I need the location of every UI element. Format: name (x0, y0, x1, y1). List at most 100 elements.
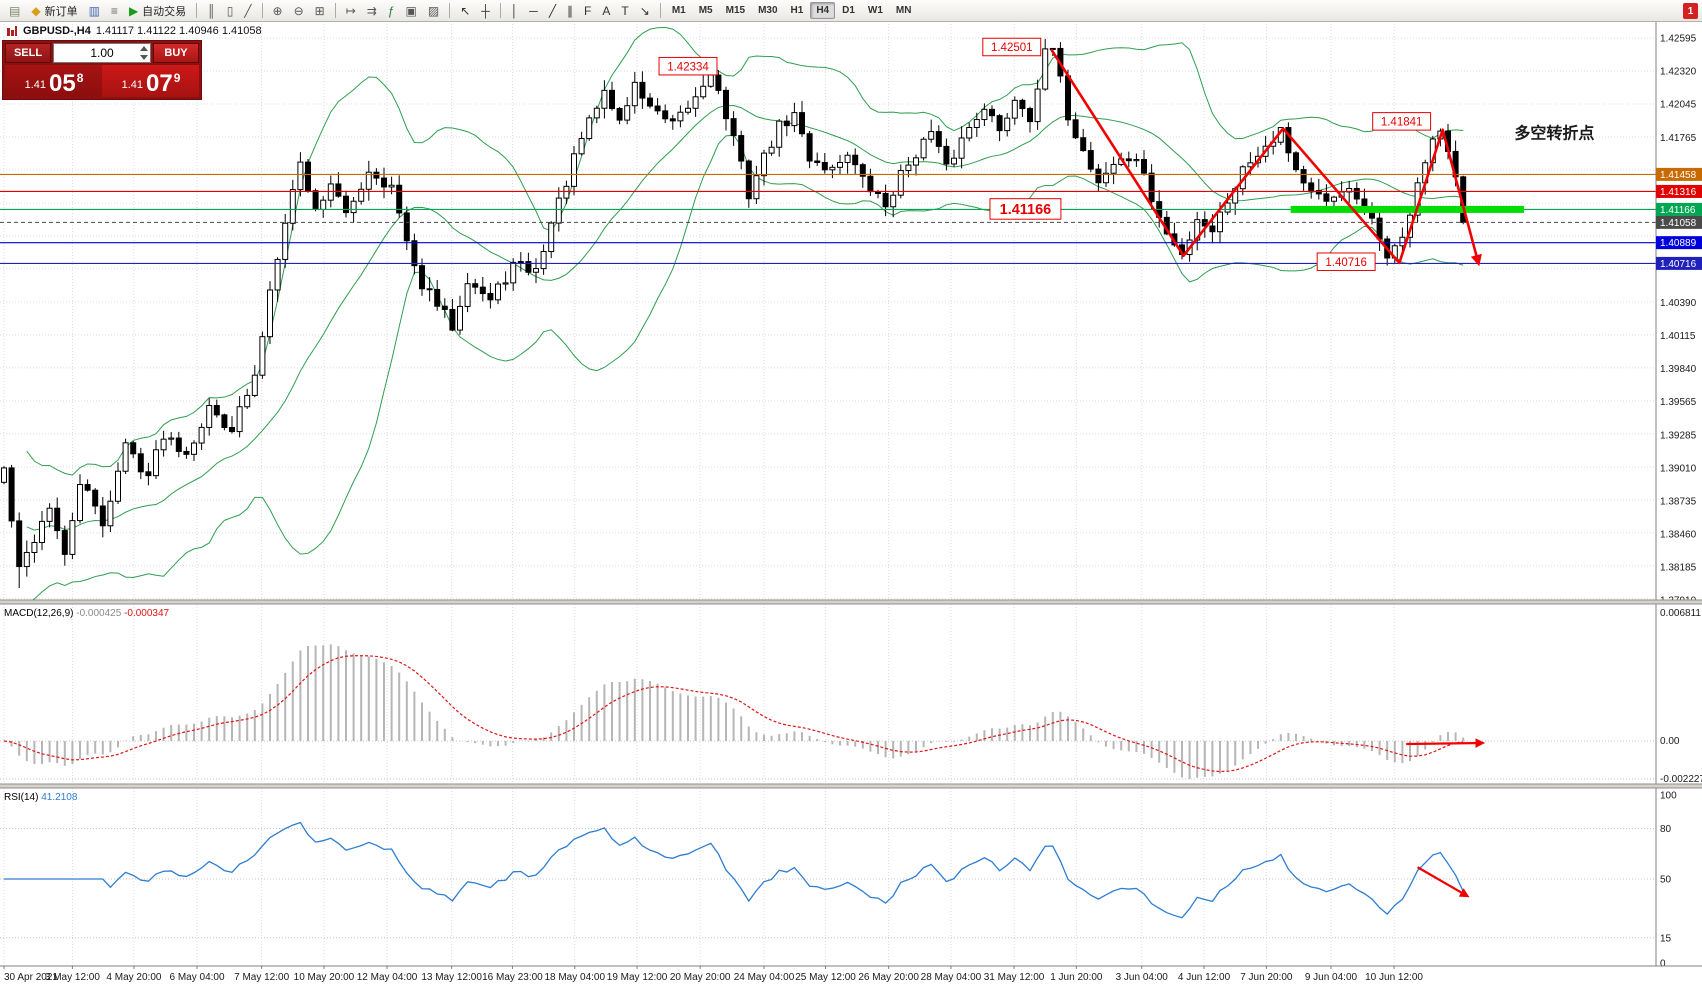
auto-scroll-icon: ↦ (345, 3, 356, 18)
text-icon[interactable]: A (597, 2, 615, 20)
timeframe-w1[interactable]: W1 (867, 5, 883, 16)
time-axis-label: 31 May 12:00 (984, 972, 1045, 983)
zoom-out-icon[interactable]: ⊖ (289, 2, 309, 20)
buy-price-button[interactable]: 1.41 07 9 (102, 65, 199, 97)
trend-zigzag-arrow[interactable] (1050, 48, 1482, 267)
volume-up-icon[interactable] (140, 46, 148, 51)
timeframe-m15[interactable]: M15 (725, 5, 746, 16)
timeframe-m1[interactable]: M1 (671, 5, 686, 16)
price-axis-label: 1.39010 (1660, 464, 1697, 475)
price-axis-label: 1.40115 (1660, 331, 1696, 342)
indicators-icon[interactable]: ƒ (383, 2, 400, 20)
market-watch-icon: ≡ (110, 3, 118, 18)
templates-icon[interactable]: ▨ (423, 2, 444, 20)
time-axis-label: 10 May 20:00 (294, 972, 355, 983)
trendline-icon[interactable]: ╱ (544, 2, 561, 20)
price-axis-label: 1.38185 (1660, 563, 1697, 574)
new-chart-icon[interactable]: ▤ (4, 2, 25, 20)
chart-canvas[interactable]: 1.42334 1.42501 1.41841 1.41166 1.40716 多空转折点… (0, 22, 1702, 986)
time-axis-label: 25 May 12:00 (795, 972, 856, 983)
annotation-box[interactable] (982, 37, 1042, 57)
charts-icon[interactable]: ▥ (84, 2, 105, 20)
zoom-in-icon[interactable]: ⊕ (268, 2, 288, 20)
timeframe-h4[interactable]: H4 (810, 2, 836, 19)
annotation-price-label: 1.41166 (1000, 202, 1052, 218)
periods-icon[interactable]: ▣ (401, 2, 422, 20)
time-axis-label: 28 May 04:00 (921, 972, 982, 983)
annotation-price-label: 1.42501 (991, 42, 1033, 54)
annotations[interactable]: 1.42334 1.42501 1.41841 1.41166 1.40716 多空转折点 (658, 37, 1594, 271)
auto-scroll-icon[interactable]: ↦ (341, 2, 361, 20)
toolbar-separator (261, 3, 263, 18)
autotrading-button-label: 自动交易 (142, 5, 187, 18)
fibonacci-icon[interactable]: F (579, 2, 596, 20)
buy-button[interactable]: BUY (153, 43, 199, 63)
chart-line-icon[interactable]: ╱ (239, 2, 256, 20)
crosshair-icon[interactable]: ┼ (476, 2, 495, 20)
label-icon: T (621, 3, 629, 18)
annotation-box[interactable] (989, 198, 1062, 220)
sell-price-prefix: 1.41 (24, 79, 47, 91)
channel-icon[interactable]: ∥ (562, 2, 578, 20)
time-axis-label: 1 Jun 20:00 (1050, 972, 1103, 983)
fibonacci-icon: F (584, 3, 592, 18)
market-watch-icon[interactable]: ≡ (106, 2, 123, 20)
macd-axis-label: -0.002227 (1660, 774, 1702, 785)
toolbar-separator (499, 3, 501, 18)
volume-field[interactable]: 1.00 (53, 43, 151, 63)
vertical-line-icon[interactable]: │ (506, 2, 524, 20)
horizontal-line-icon[interactable]: ─ (524, 2, 543, 20)
time-axis-label: 6 May 04:00 (170, 972, 225, 983)
zoom-in-icon: ⊕ (272, 3, 283, 18)
price-axis-label: 1.39285 (1660, 431, 1697, 442)
highlight-line[interactable] (1290, 205, 1524, 213)
price-axis-label: 1.42320 (1660, 66, 1697, 77)
timeframe-m5[interactable]: M5 (698, 5, 713, 16)
rsi-axis-label: 50 (1660, 875, 1672, 886)
price-tag: 1.40889 (1660, 238, 1697, 249)
new-order-button-label: 新订单 (44, 5, 78, 18)
annotation-text[interactable]: 多空转折点 (1514, 123, 1594, 142)
price-tag: 1.41058 (1660, 218, 1697, 229)
annotation-box[interactable] (658, 56, 718, 76)
price-tag: 1.40716 (1660, 259, 1697, 270)
candles (1, 38, 1467, 589)
time-axis-label: 4 Jun 12:00 (1178, 972, 1231, 983)
chart-shift-icon[interactable]: ⇉ (362, 2, 382, 20)
channel-icon: ∥ (567, 3, 574, 18)
time-axis-label: 4 May 20:00 (106, 972, 161, 983)
autotrading-button[interactable]: ▶ 自动交易 (124, 2, 191, 20)
new-order-button[interactable]: ◆ 新订单 (26, 2, 82, 20)
macd-axis-label: 0.00 (1660, 736, 1680, 747)
chart-bars-icon[interactable]: ║ (202, 2, 221, 20)
annotation-box[interactable] (1372, 112, 1432, 131)
macd-trend-arrow[interactable] (1406, 738, 1486, 748)
crosshair-icon: ┼ (481, 3, 490, 18)
chart-candles-icon[interactable]: ▯ (222, 2, 239, 20)
rsi-axis-label: 80 (1660, 824, 1672, 835)
volume-down-icon[interactable] (140, 55, 148, 60)
price-tag: 1.41166 (1660, 205, 1696, 216)
toolbar-separator (449, 3, 451, 18)
cursor-icon[interactable]: ↖ (455, 2, 475, 20)
buy-price-pip: 9 (173, 71, 181, 85)
volume-spinner[interactable] (140, 46, 148, 60)
label-icon[interactable]: T (616, 2, 633, 20)
sell-price-button[interactable]: 1.41 05 8 (5, 65, 102, 97)
timeframe-m30[interactable]: M30 (758, 5, 778, 16)
sell-button[interactable]: SELL (5, 43, 51, 63)
timeframe-mn[interactable]: MN (895, 5, 912, 16)
time-axis-label: 30 Apr 2021 (4, 972, 58, 983)
timeframe-h1[interactable]: H1 (790, 5, 804, 16)
annotation-box[interactable] (1316, 252, 1376, 271)
tile-windows-icon[interactable]: ⊞ (310, 2, 330, 20)
arrows-icon[interactable]: ↘ (635, 2, 655, 20)
chart-grid (0, 24, 1656, 966)
notification-badge[interactable]: 1 (1683, 3, 1698, 19)
rsi-trend-arrow[interactable] (1417, 866, 1470, 898)
new-chart-icon: ▤ (9, 3, 21, 18)
timeframe-d1[interactable]: D1 (842, 5, 855, 16)
templates-icon: ▨ (427, 3, 440, 18)
